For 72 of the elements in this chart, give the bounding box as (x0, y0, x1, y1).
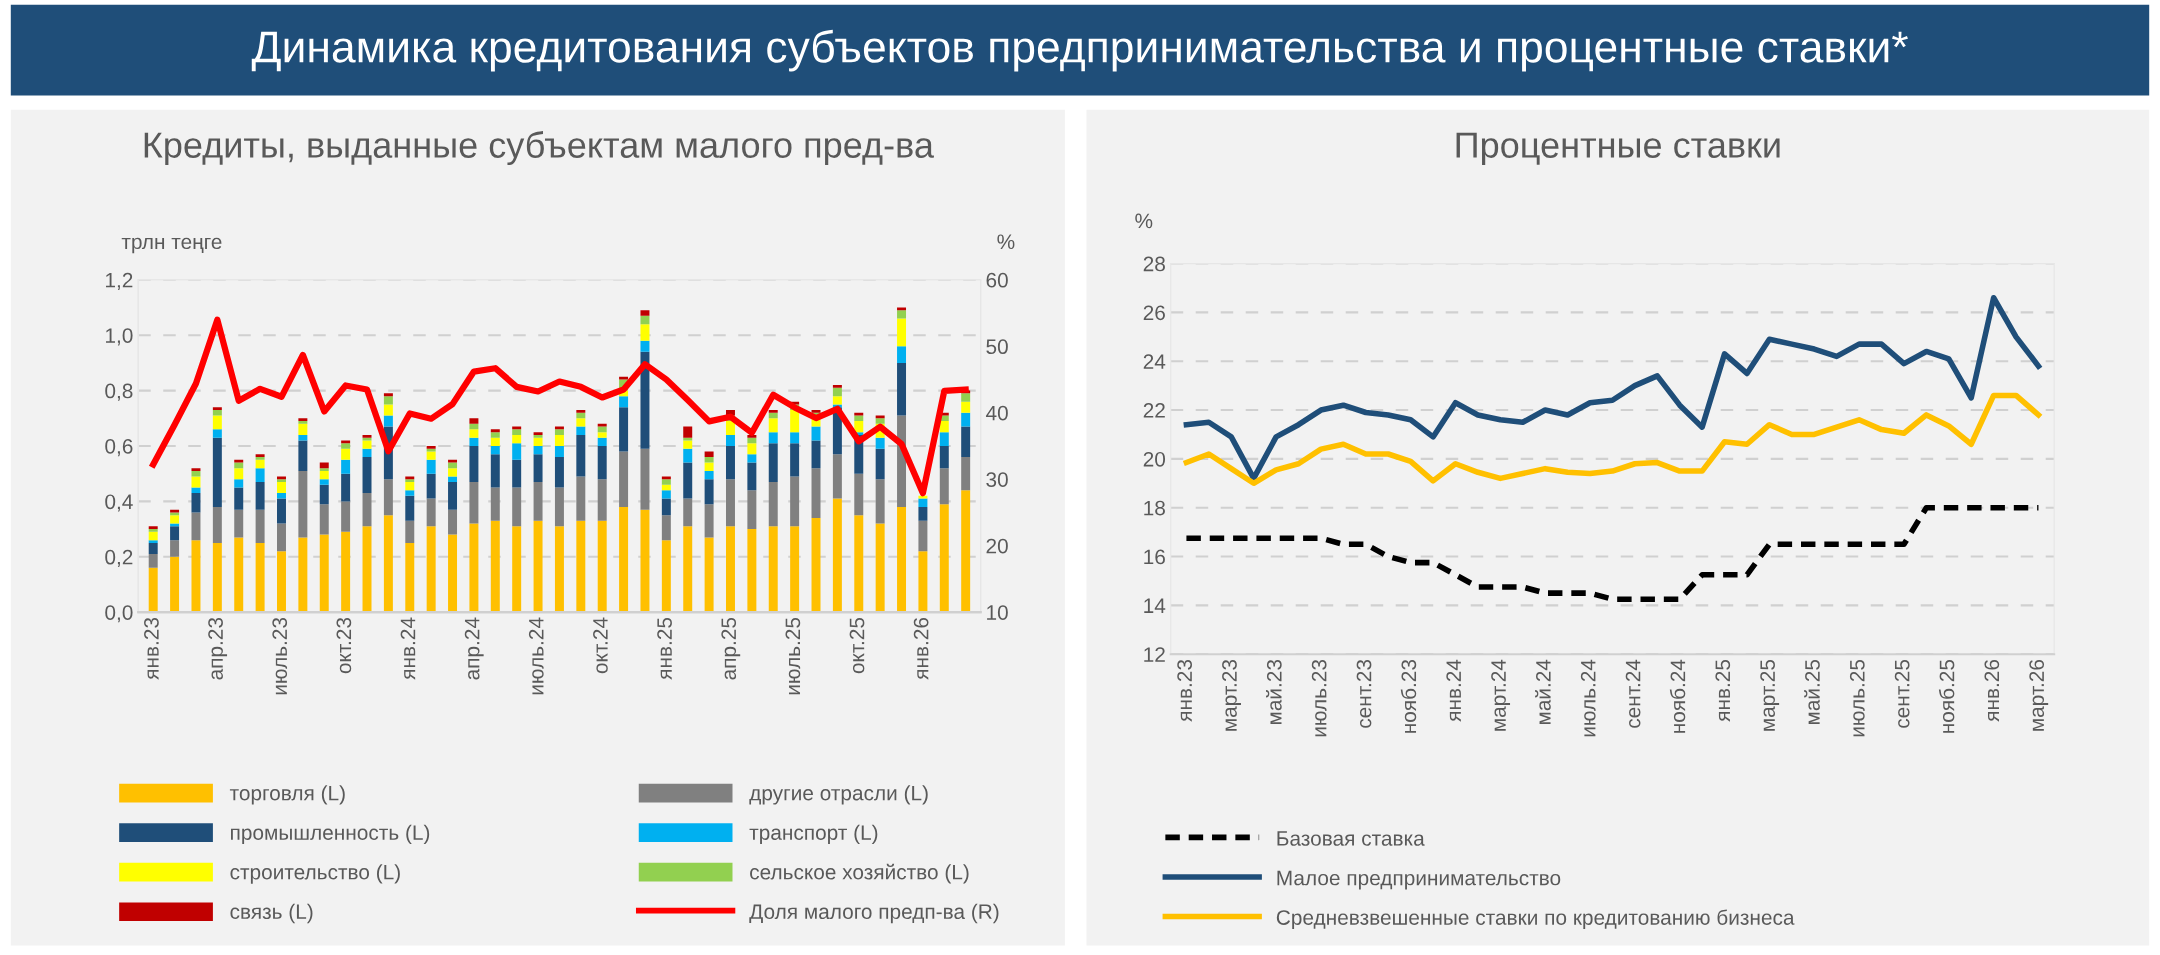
legend-label: связь (L) (230, 903, 313, 924)
x-tick-label: июль.23 (272, 617, 288, 695)
y2-axis-title: % (997, 234, 1015, 250)
y-tick-label: 1,2 (106, 272, 133, 291)
y-tick-label: 26 (1143, 305, 1165, 321)
x-tick-label: июль.23 (1311, 659, 1327, 737)
x-tick-label: окт.23 (336, 617, 352, 674)
legend-label: транспорт (L) (749, 824, 878, 845)
x-tick-label: сент.23 (1356, 659, 1372, 728)
y2-tick-label: 20 (986, 538, 1008, 554)
y-tick-label: 14 (1144, 598, 1166, 613)
legend-label: другие отрасли (L) (749, 785, 928, 805)
legend-label: Средневзвешенные ставки по кредитованию бизнеса (1276, 909, 1795, 930)
x-tick-label: март.24 (1491, 659, 1511, 731)
y-axis-title: % (1135, 213, 1153, 229)
x-tick-label: янв.25 (657, 617, 672, 680)
x-tick-label: янв.24 (400, 617, 416, 680)
y-tick-label: 18 (1144, 500, 1165, 516)
y-tick-label: 22 (1143, 403, 1165, 418)
legend-label: Малое предпринимательство (1277, 870, 1561, 890)
y2-tick-label: 40 (985, 405, 1008, 421)
x-tick-label: янв.25 (1715, 659, 1731, 722)
legend-label: Базовая ставка (1277, 831, 1425, 846)
chart-title: Процентные ставки (1456, 132, 1780, 166)
x-tick-label: март.23 (1222, 659, 1241, 731)
legend-label: торговля (L) (229, 785, 345, 805)
x-tick-label: нояб.25 (1938, 659, 1955, 733)
x-tick-label: янв.23 (144, 617, 159, 680)
x-tick-label: апр.23 (208, 617, 228, 680)
y-tick-label: 28 (1143, 256, 1165, 272)
y-axis-title: трлн теңге (121, 237, 222, 254)
y2-tick-label: 30 (986, 472, 1008, 487)
x-tick-label: сент.25 (1894, 659, 1910, 728)
x-tick-label: апр.25 (721, 617, 741, 680)
x-tick-label: апр.24 (464, 617, 484, 680)
x-tick-label: июль.25 (785, 617, 801, 695)
y-tick-label: 0,2 (105, 549, 133, 567)
x-tick-label: янв.24 (1446, 659, 1461, 722)
x-tick-label: сент.24 (1625, 659, 1641, 728)
y2-tick-label: 50 (986, 339, 1008, 355)
legend-label: строительство (L) (230, 864, 400, 884)
legend-label: сельское хозяйство (L) (750, 863, 969, 884)
legend-label: промышленность (L) (231, 824, 430, 845)
chart-title: Кредиты, выданные субъектам малого пред-ва (144, 131, 934, 166)
y-tick-label: 1,0 (106, 328, 133, 346)
text: Динамика кредитования субъектов предпринимательства и процентные ставки* (251, 29, 1908, 72)
x-tick-label: май.25 (1804, 659, 1820, 725)
x-tick-label: нояб.24 (1669, 659, 1686, 733)
y-tick-label: 20 (1143, 451, 1166, 467)
y-tick-label: 0,0 (105, 605, 133, 623)
x-tick-label: май.24 (1535, 659, 1551, 725)
y-tick-label: 0,6 (105, 438, 133, 457)
y2-tick-label: 60 (986, 272, 1008, 288)
legend-label: Доля малого предп-ва (R) (749, 903, 999, 924)
y2-tick-label: 10 (987, 605, 1008, 620)
x-tick-label: июль.25 (1849, 659, 1865, 737)
x-tick-label: май.23 (1266, 659, 1282, 725)
x-tick-label: янв.26 (1984, 659, 2000, 722)
x-tick-label: июль.24 (1580, 659, 1596, 737)
x-tick-label: окт.25 (849, 617, 865, 674)
y-tick-label: 16 (1144, 549, 1165, 565)
x-tick-label: март.25 (1760, 659, 1780, 731)
x-tick-label: нояб.23 (1400, 659, 1417, 733)
x-tick-label: март.26 (2029, 659, 2049, 731)
x-tick-label: окт.24 (593, 617, 608, 674)
y-tick-label: 12 (1144, 647, 1165, 662)
y-tick-label: 0,4 (105, 494, 133, 512)
y-tick-label: 24 (1143, 354, 1166, 369)
x-tick-label: янв.23 (1177, 659, 1193, 722)
x-tick-label: янв.26 (913, 617, 929, 680)
x-tick-label: июль.24 (528, 617, 544, 695)
y-tick-label: 0,8 (105, 383, 133, 401)
